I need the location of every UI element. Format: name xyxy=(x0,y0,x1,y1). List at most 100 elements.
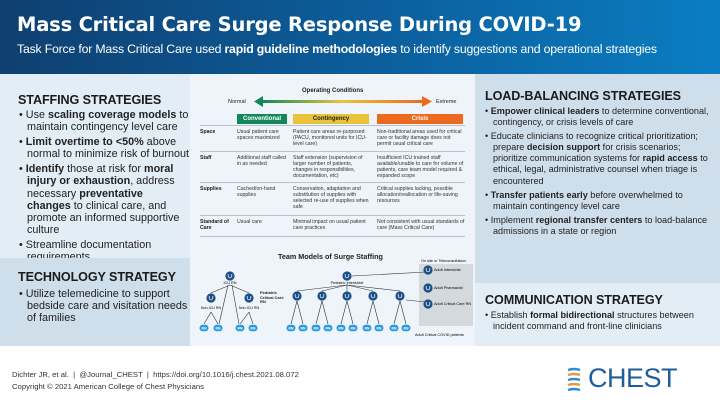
rn-node xyxy=(248,324,258,332)
table-cell: Minimal impact on usual patient care pra… xyxy=(293,219,366,231)
row-label-space: Space xyxy=(200,129,216,135)
connector-line xyxy=(393,300,401,325)
list-text: for crisis scenarios; prioritize communi… xyxy=(493,142,681,164)
connector-line xyxy=(231,284,240,325)
rn-label: RN xyxy=(301,326,306,330)
header-banner: Mass Critical Care Surge Response During… xyxy=(0,0,720,74)
rn-node xyxy=(199,324,209,332)
operating-conditions-panel: Operating Conditions Normal Extreme Conv… xyxy=(190,74,475,346)
connector-line xyxy=(210,311,219,325)
rn-node xyxy=(286,324,296,332)
rn-node xyxy=(401,324,411,332)
list-text: decision support xyxy=(526,142,601,153)
list-text: regional transfer centers xyxy=(535,214,643,225)
stethoscope-icon xyxy=(344,274,350,279)
table-cell: Staff extension (supervision of larger n… xyxy=(293,155,363,179)
adult-cc-rn-node xyxy=(423,299,433,309)
rn-node xyxy=(213,324,223,332)
adult-pharmacist-node xyxy=(423,283,433,293)
adult-intensivist-node xyxy=(423,265,433,275)
list-text: Implement xyxy=(490,214,536,225)
list-text: Use xyxy=(25,109,48,121)
normal-label: Normal xyxy=(228,99,246,105)
connector-line xyxy=(290,300,298,325)
pediatric-cc-rn-label: Pediatric Critical Care RN xyxy=(260,290,284,305)
footer: Dichter JR, et al. | @Journal_CHEST | ht… xyxy=(0,346,720,405)
non-icu-rn-label: Non-ICU RN xyxy=(239,306,260,310)
row-label-standard-of-care: Standard of Care xyxy=(200,219,229,231)
list-item: Educate clinicians to recognize critical… xyxy=(485,131,715,186)
pediatric-intensivist-node xyxy=(342,271,352,281)
table-cell: Not consistent with usual standards of c… xyxy=(377,219,465,231)
technology-heading: TECHNOLOGY STRATEGY xyxy=(18,270,176,284)
rn-label: RN xyxy=(365,326,370,330)
stethoscope-icon xyxy=(397,294,403,299)
arrow-line xyxy=(405,299,427,303)
pediatric-intensivist-label: Pediatric Intensivist xyxy=(331,281,365,285)
communication-list: Establish formal bidirectional structure… xyxy=(485,310,715,335)
list-item: Identify those at risk for moral injury … xyxy=(19,163,189,236)
connector-line xyxy=(239,311,250,325)
page-subtitle: Task Force for Mass Critical Care used r… xyxy=(17,42,657,56)
stethoscope-icon xyxy=(370,294,376,299)
list-item: Empower clinical leaders to determine co… xyxy=(485,106,715,128)
list-item: Limit overtime to <50% above normal to m… xyxy=(19,136,189,160)
load-balancing-panel: LOAD-BALANCING STRATEGIES Empower clinic… xyxy=(475,74,720,283)
list-text: structures between incident command and … xyxy=(493,310,694,332)
list-item: Establish formal bidirectional structure… xyxy=(485,310,715,332)
operating-conditions-heading: Operating Conditions xyxy=(302,88,364,94)
connector-line xyxy=(372,300,380,325)
connector-line xyxy=(315,300,323,325)
rn-node xyxy=(348,324,358,332)
adult-intensivist-label: Adult Intensivist xyxy=(434,268,462,272)
extreme-label: Extreme xyxy=(436,99,457,105)
icu-rn-node xyxy=(225,271,235,281)
rn-node xyxy=(374,324,384,332)
table-cell: Insufficient ICU trained staff available… xyxy=(377,155,464,179)
list-text: moral injury or exhaustion xyxy=(27,163,174,188)
arrow-line xyxy=(346,284,401,292)
stethoscope-icon xyxy=(208,296,214,301)
table-cell: Additional staff called in as needed xyxy=(237,155,286,167)
arrow-line xyxy=(346,284,374,292)
non-icu-rn-node xyxy=(244,293,254,303)
list-text: scaling coverage models xyxy=(47,109,177,121)
pediatric-cc-rn-node xyxy=(368,291,378,301)
rn-label: RN xyxy=(392,326,397,330)
rn-label: RN xyxy=(351,326,356,330)
row-label-staff: Staff xyxy=(200,155,212,161)
table-cell: Usual care xyxy=(237,219,262,225)
pediatric-cc-rn-node xyxy=(395,291,405,301)
arrow-line xyxy=(229,284,250,294)
column-contingency: Contingency xyxy=(293,114,369,124)
copyright: Copyright © 2021 American College of Che… xyxy=(12,382,204,391)
pediatric-cc-rn-node xyxy=(317,291,327,301)
list-text: Empower clinical leaders xyxy=(490,106,600,116)
connector-line xyxy=(296,300,304,325)
stethoscope-icon xyxy=(425,286,431,291)
team-models-heading: Team Models of Surge Staffing xyxy=(278,252,383,261)
list-text: rapid access xyxy=(642,153,698,164)
table-cell: Patient care areas re-purposed (PACU, mo… xyxy=(293,129,367,147)
adult-cc-rn-label: Adult Critical Care RN xyxy=(434,302,471,306)
arrow-line xyxy=(210,284,231,294)
gradient-arrow xyxy=(254,96,432,107)
list-text: Identify xyxy=(25,163,65,176)
rn-node xyxy=(235,324,245,332)
stethoscope-icon xyxy=(425,302,431,307)
column-crisis: Crisis xyxy=(377,114,463,124)
communication-strategy-panel: COMMUNICATION STRATEGY Establish formal … xyxy=(475,283,720,346)
table-cell: Non-traditional areas used for critical … xyxy=(377,129,462,147)
list-text: Educate clinicians to recognize critical… xyxy=(490,131,698,153)
table-cell: Cached/on-hand supplies xyxy=(237,186,276,198)
table-cell: Critical supplies lacking, possible allo… xyxy=(377,186,458,204)
stethoscope-icon xyxy=(319,294,325,299)
rn-node xyxy=(311,324,321,332)
staffing-strategies-panel: STAFFING STRATEGIES Use scaling coverage… xyxy=(0,74,190,263)
list-text: above normal to minimize risk of burnout xyxy=(27,136,190,161)
rn-label: RN xyxy=(202,326,207,330)
staffing-heading: STAFFING STRATEGIES xyxy=(18,93,162,107)
stethoscope-icon xyxy=(425,268,431,273)
subtitle-text: Task Force for Mass Critical Care used xyxy=(17,42,225,56)
icu-rn-label: ICU RN xyxy=(223,281,236,285)
